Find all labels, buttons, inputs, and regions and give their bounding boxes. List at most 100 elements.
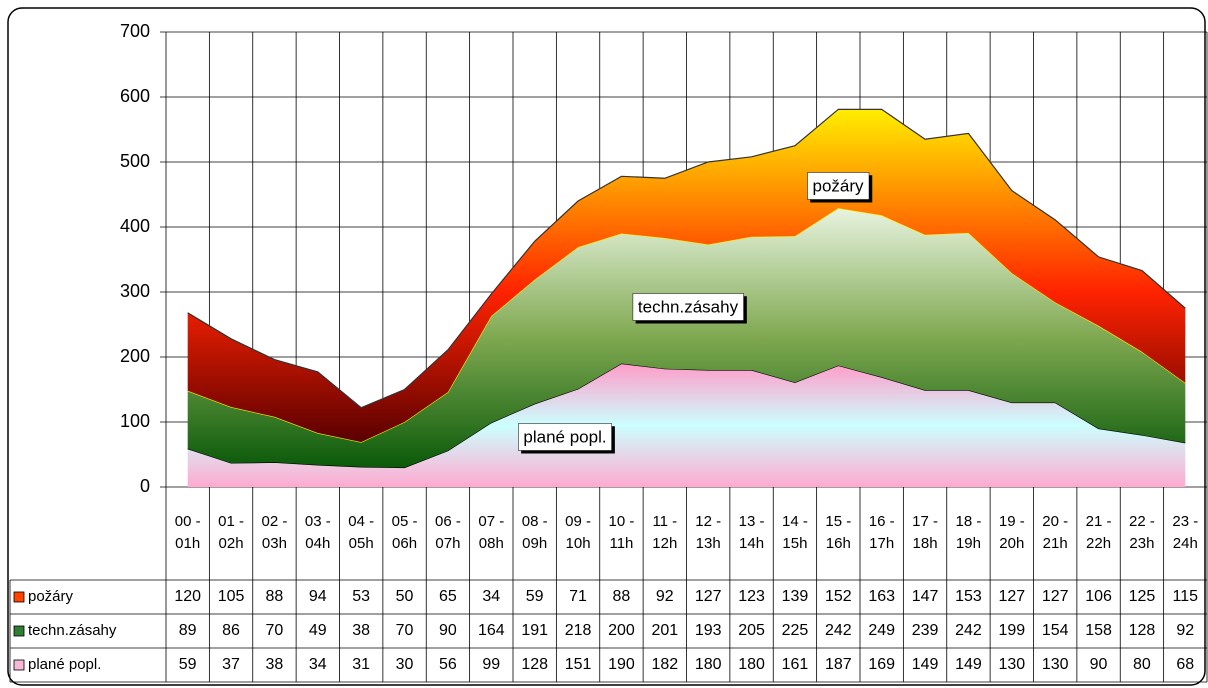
- table-value: 99: [482, 656, 500, 673]
- series-label: plané popl.: [523, 427, 606, 446]
- frame: [7, 7, 1206, 686]
- table-value: 158: [1085, 622, 1112, 639]
- y-tick-label: 700: [120, 21, 150, 41]
- area: [187, 208, 1186, 468]
- table-value: 218: [565, 622, 592, 639]
- table-value: 169: [868, 656, 895, 673]
- table-value: 92: [656, 588, 674, 605]
- table-value: 65: [439, 588, 457, 605]
- table-value: 147: [912, 588, 939, 605]
- table-value: 149: [912, 656, 939, 673]
- table-value: 90: [439, 622, 457, 639]
- table-value: 123: [738, 588, 765, 605]
- table-value: 225: [782, 622, 809, 639]
- table-value: 106: [1085, 588, 1112, 605]
- table-value: 38: [266, 656, 284, 673]
- table-value: 152: [825, 588, 852, 605]
- legend-key: [13, 591, 25, 603]
- table-value: 127: [1042, 588, 1069, 605]
- x-tick-label: 14 - 15h: [782, 513, 808, 552]
- table-value: 125: [1129, 588, 1156, 605]
- series-label-box: [632, 293, 744, 321]
- table-value: 182: [651, 656, 678, 673]
- x-tick-label: 03 - 04h: [304, 513, 331, 552]
- area: [187, 363, 1186, 487]
- x-tick-label: 00 - 01h: [174, 513, 201, 552]
- x-tick-label: 04 - 05h: [348, 513, 375, 552]
- x-tick-label: 07 - 08h: [478, 513, 505, 552]
- table-value: 164: [478, 622, 505, 639]
- table-value: 163: [868, 588, 895, 605]
- x-tick-label: 19 - 20h: [998, 513, 1025, 552]
- table-value: 187: [825, 656, 852, 673]
- table-value: 180: [695, 656, 722, 673]
- table-value: 200: [608, 622, 635, 639]
- x-tick-label: 10 - 11h: [608, 513, 635, 552]
- table-value: 88: [613, 588, 631, 605]
- x-tick-label: 13 - 14h: [738, 513, 765, 552]
- table-value: 34: [309, 656, 327, 673]
- table-value: 130: [998, 656, 1025, 673]
- table-value: 86: [222, 622, 240, 639]
- y-tick-label: 0: [140, 476, 150, 496]
- y-tick-label: 300: [120, 281, 150, 301]
- table-value: 31: [352, 656, 370, 673]
- table-value: 199: [998, 622, 1025, 639]
- x-tick-label: 05 - 06h: [391, 513, 418, 552]
- y-tick-label: 600: [120, 86, 150, 106]
- x-tick-label: 23 - 24h: [1172, 513, 1199, 552]
- table-value: 71: [569, 588, 587, 605]
- table-value: 70: [396, 622, 414, 639]
- table-value: 70: [266, 622, 284, 639]
- table-value: 68: [1176, 656, 1194, 673]
- x-tick-label: 12 - 13h: [695, 513, 722, 552]
- table-value: 50: [396, 588, 414, 605]
- table-value: 89: [179, 622, 197, 639]
- x-tick-label: 22 - 23h: [1129, 513, 1155, 552]
- table-value: 115: [1173, 588, 1199, 605]
- x-tick-label: 01 - 02h: [218, 513, 244, 552]
- x-tick-label: 17 - 18h: [912, 513, 938, 552]
- y-tick-label: 100: [120, 411, 150, 431]
- x-tick-label: 15 - 16h: [825, 513, 852, 552]
- table-value: 205: [738, 622, 765, 639]
- x-tick-label: 08 - 09h: [521, 513, 548, 552]
- table-value: 80: [1133, 656, 1151, 673]
- y-tick-label: 200: [120, 346, 150, 366]
- table-value: 127: [695, 588, 722, 605]
- table-value: 239: [912, 622, 939, 639]
- series-label: techn.zásahy: [638, 297, 739, 316]
- legend-label: techn.zásahy: [28, 622, 117, 639]
- table-value: 190: [608, 656, 635, 673]
- legend-key: [13, 625, 25, 637]
- table-value: 191: [521, 622, 548, 639]
- x-tick-label: 06 - 07h: [435, 513, 461, 552]
- table-value: 128: [1129, 622, 1156, 639]
- x-tick-label: 09 - 10h: [565, 513, 591, 552]
- table-value: 120: [174, 588, 201, 605]
- table-value: 37: [222, 656, 240, 673]
- table-value: 249: [868, 622, 895, 639]
- legend-label: plané popl.: [28, 656, 101, 673]
- legend-label: požáry: [28, 588, 74, 605]
- table-value: 30: [396, 656, 414, 673]
- table-value: 128: [521, 656, 548, 673]
- x-tick-label: 02 - 03h: [261, 513, 288, 552]
- table-value: 34: [482, 588, 500, 605]
- table-value: 127: [998, 588, 1025, 605]
- table-value: 59: [526, 588, 544, 605]
- table-value: 201: [651, 622, 678, 639]
- series-label: požáry: [812, 176, 864, 195]
- table-value: 56: [439, 656, 457, 673]
- table-value: 38: [352, 622, 370, 639]
- table-value: 59: [179, 656, 197, 673]
- table-value: 153: [955, 588, 982, 605]
- y-tick-label: 400: [120, 216, 150, 236]
- x-tick-label: 11 - 12h: [652, 513, 678, 552]
- table-value: 53: [352, 588, 370, 605]
- table-value: 49: [309, 622, 327, 639]
- table-value: 139: [782, 588, 809, 605]
- area: [187, 109, 1186, 443]
- table-value: 242: [955, 622, 982, 639]
